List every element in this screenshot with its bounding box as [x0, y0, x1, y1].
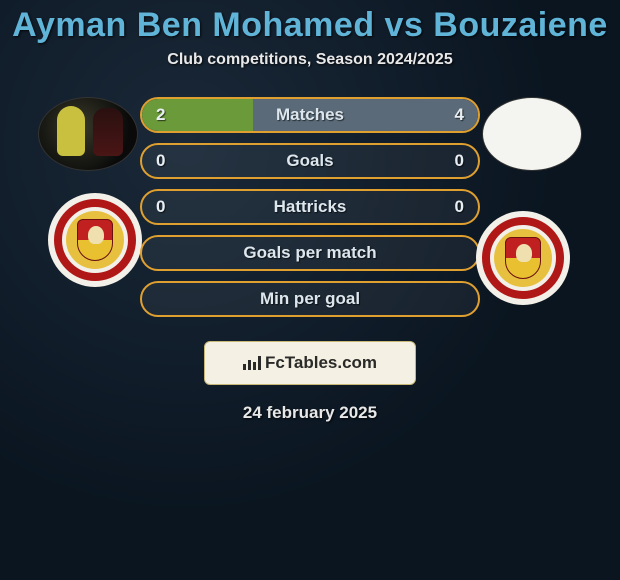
brand-text: FcTables.com	[265, 353, 377, 373]
stat-value-left: 0	[156, 191, 165, 223]
stat-label: Goals	[142, 145, 478, 177]
stat-row: Goals0 0	[140, 143, 480, 179]
stat-label: Hattricks	[142, 191, 478, 223]
stat-value-right: 0	[455, 191, 464, 223]
brand-box[interactable]: FcTables.com	[204, 341, 416, 385]
stat-label: Goals per match	[142, 237, 478, 269]
stat-label: Min per goal	[142, 283, 478, 315]
stat-fill-right	[253, 99, 478, 131]
badge-inner-icon	[494, 229, 552, 287]
player-photo-right	[482, 97, 582, 171]
content-container: Ayman Ben Mohamed vs Bouzaiene Club comp…	[0, 0, 620, 423]
subtitle: Club competitions, Season 2024/2025	[0, 51, 620, 69]
brand-bars-icon	[243, 356, 261, 370]
stat-row: Hattricks0 0	[140, 189, 480, 225]
stat-value-left: 0	[156, 145, 165, 177]
right-player-col	[480, 97, 590, 305]
badge-inner-icon	[66, 211, 124, 269]
page-title: Ayman Ben Mohamed vs Bouzaiene	[0, 6, 620, 45]
stats-column: Matches24Goals00Hattricks00Goals per mat…	[140, 97, 480, 327]
left-player-col	[30, 97, 140, 287]
team-badge-left	[48, 193, 142, 287]
date-label: 24 february 2025	[0, 403, 620, 423]
stat-row: Goals per match	[140, 235, 480, 271]
comparison-row: Matches24Goals00Hattricks00Goals per mat…	[0, 97, 620, 327]
badge-shield-icon	[77, 219, 113, 261]
stat-fill-left	[142, 99, 253, 131]
badge-shield-icon	[505, 237, 541, 279]
stat-value-right: 0	[455, 145, 464, 177]
stat-row: Matches24	[140, 97, 480, 133]
player-photo-left	[38, 97, 138, 171]
stat-row: Min per goal	[140, 281, 480, 317]
team-badge-right	[476, 211, 570, 305]
